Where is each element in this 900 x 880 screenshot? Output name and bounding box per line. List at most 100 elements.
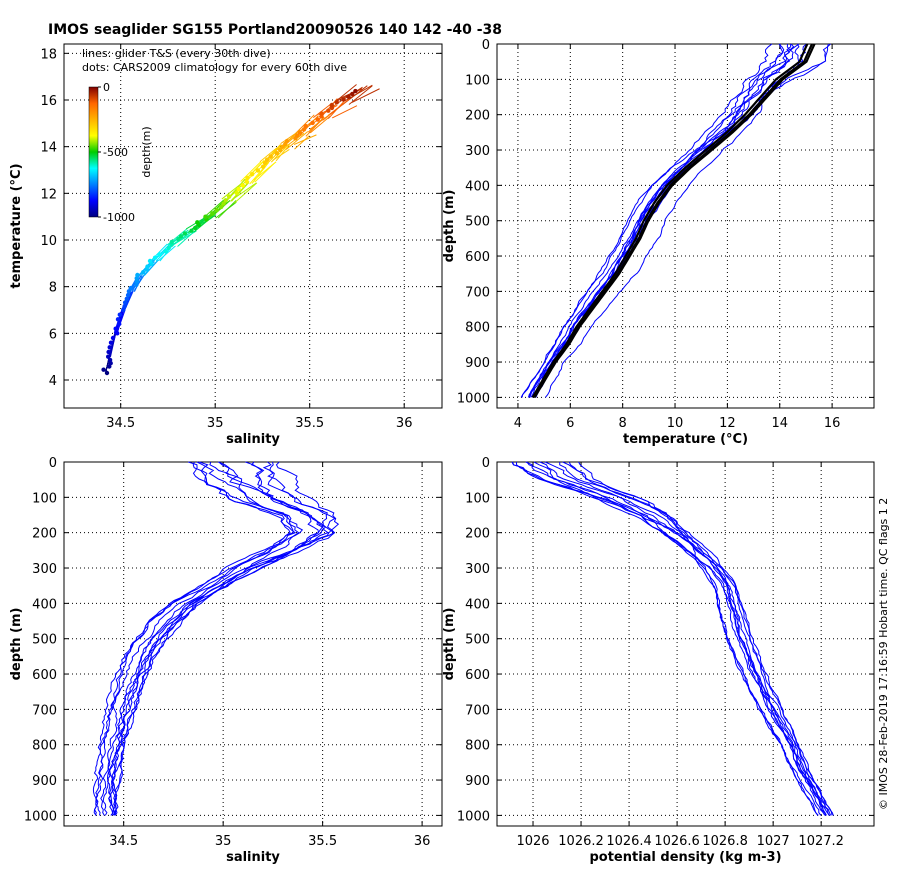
ts-glider-line (351, 88, 380, 103)
x-tick-label: 35.5 (295, 416, 324, 431)
x-tick-label: 34.5 (109, 834, 138, 849)
climatology-dot (244, 179, 249, 184)
y-tick-label: 200 (32, 527, 57, 542)
y-tick-label: 0 (482, 38, 490, 53)
glider-profile-line (108, 461, 300, 816)
climatology-dot (107, 345, 112, 350)
climatology-dot (255, 168, 261, 173)
climatology-dot (284, 138, 290, 144)
ts-glider-line (293, 134, 317, 145)
climatology-dot (101, 367, 106, 372)
colorbar-tick-label: -1000 (103, 211, 135, 224)
ts-glider-line (217, 200, 237, 219)
ts-glider-line (309, 115, 331, 134)
ts-glider-line (327, 99, 347, 119)
y-tick-label: 1000 (457, 391, 490, 406)
climatology-dot (303, 123, 308, 129)
glider-profile-line (535, 43, 792, 398)
ts-glider-line (233, 182, 257, 200)
climatology-dot (113, 326, 118, 331)
climatology-dot (280, 144, 285, 149)
glider-profile-line (100, 461, 294, 816)
y-tick-label: 0 (49, 456, 57, 471)
glider-profile-line (529, 43, 785, 398)
climatology-dot (240, 183, 245, 188)
y-tick-label: 16 (40, 94, 57, 109)
glider-profile-line (95, 461, 304, 816)
x-axis-label: potential density (kg m-3) (589, 850, 781, 865)
y-tick-label: 18 (40, 47, 57, 62)
climatology-dot (334, 100, 339, 105)
climatology-dot (110, 335, 116, 341)
climatology-dot (141, 270, 146, 275)
x-tick-label: 36 (396, 416, 413, 431)
y-tick-label: 800 (465, 321, 490, 336)
plot-frame (63, 43, 443, 409)
ts-glider-line (280, 130, 300, 145)
climatology-dot (126, 289, 132, 294)
climatology-dot (182, 231, 188, 236)
ts-glider-line (116, 310, 126, 334)
climatology-dot (353, 88, 358, 94)
y-tick-label: 8 (49, 281, 57, 296)
ts-glider-line (263, 144, 282, 166)
climatology-dot (234, 190, 239, 196)
climatology-dot (108, 361, 113, 366)
climatology-profile-line (531, 43, 809, 398)
climatology-dot (157, 252, 162, 257)
y-tick-label: 0 (482, 456, 490, 471)
y-tick-label: 700 (465, 703, 490, 718)
climatology-dot (219, 204, 224, 210)
y-axis-label: depth (m) (442, 608, 457, 681)
x-axis-label: salinity (226, 432, 280, 447)
plot-frame (496, 461, 875, 827)
ts-glider-line (348, 85, 373, 105)
ts-glider-line (234, 182, 258, 204)
y-tick-label: 300 (32, 562, 57, 577)
glider-profile-line (515, 461, 826, 816)
climatology-dot (108, 340, 114, 345)
y-tick-label: 600 (32, 668, 57, 683)
x-tick-label: 1027 (757, 834, 790, 849)
glider-profile-line (520, 43, 773, 398)
climatology-dot (223, 198, 228, 203)
y-tick-label: 600 (465, 668, 490, 683)
depth-colorbar (88, 86, 99, 218)
y-tick-label: 700 (32, 703, 57, 718)
climatology-dot (134, 282, 139, 287)
x-tick-label: 10 (667, 416, 684, 431)
glider-profile-line (539, 461, 830, 816)
climatology-dot (262, 160, 268, 166)
density-profile-panel: 1026 1026.2 1026.4 1026.6 1026.8 1027 1027.2 0 1… (442, 456, 875, 865)
climatology-dot (278, 147, 283, 153)
climatology-dot (178, 234, 184, 239)
y-tick-label: 1000 (24, 809, 57, 824)
y-tick-label: 100 (465, 73, 490, 88)
x-tick-label: 1026.2 (558, 834, 604, 849)
climatology-dot (301, 127, 307, 132)
colorbar-label: depth(m) (140, 126, 153, 177)
climatology-dot (260, 164, 266, 169)
glider-profile-line (526, 461, 833, 816)
climatology-dot (346, 94, 351, 99)
x-tick-label: 36 (414, 834, 431, 849)
y-tick-label: 800 (465, 739, 490, 754)
ts-glider-line (174, 230, 197, 245)
ts-glider-line (313, 102, 333, 119)
x-tick-label: 8 (619, 416, 627, 431)
glider-profile-line (107, 461, 324, 816)
climatology-dot (115, 331, 120, 336)
glider-profile-line (109, 461, 340, 816)
y-tick-label: 500 (465, 633, 490, 648)
y-tick-label: 700 (465, 285, 490, 300)
climatology-dot (106, 349, 111, 355)
ts-glider-line (251, 162, 270, 184)
climatology-dot (274, 151, 279, 156)
climatology-profile-line (532, 43, 814, 398)
climatology-dot (115, 317, 121, 322)
temperature-profile-panel: 4 6 8 10 12 14 16 0 100 200 300 400 500 600 700 800 900 1… (442, 38, 875, 447)
ts-glider-line (299, 115, 319, 137)
glider-profile-line (92, 461, 297, 816)
y-tick-label: 900 (465, 774, 490, 789)
